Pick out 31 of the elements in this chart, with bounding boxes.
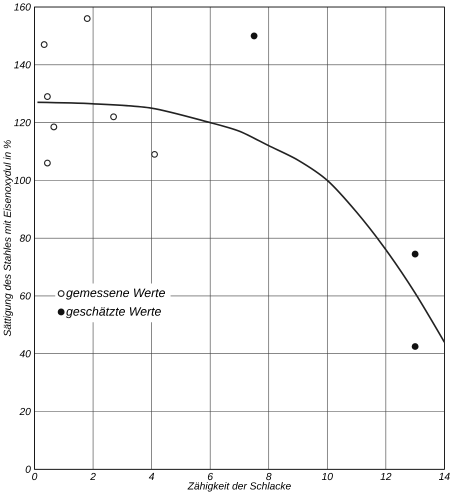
x-axis-title: Zähigkeit der Schlacke (188, 482, 292, 492)
point (40, 41, 48, 48)
x-tick-label: 6 (208, 472, 214, 480)
point (412, 343, 419, 350)
point (50, 123, 58, 130)
y-tick-label: 40 (20, 350, 32, 358)
y-tick-label: 20 (20, 408, 32, 416)
y-tick-label: 60 (20, 292, 32, 300)
legend-label: geschätzte Werte (66, 306, 162, 318)
y-axis-title: Sättigung des Stahles mit Eisenoxydul in % (4, 140, 14, 336)
y-tick-label: 80 (20, 234, 32, 242)
y-tick-label: 160 (14, 3, 32, 11)
y-tick-label: 100 (14, 176, 32, 184)
y-tick-label: 0 (26, 466, 32, 473)
x-tick-label: 2 (90, 472, 96, 480)
x-tick-label: 8 (266, 472, 272, 480)
point (110, 113, 118, 120)
point (44, 93, 52, 100)
legend-label: gemessene Werte (66, 288, 166, 300)
x-tick-label: 0 (32, 472, 38, 480)
y-tick-label: 140 (14, 61, 32, 68)
point (412, 250, 419, 258)
x-tick-label: 14 (439, 472, 450, 480)
x-tick-label: 4 (149, 472, 154, 480)
x-tick-label: 12 (380, 472, 392, 480)
point (44, 160, 52, 166)
point (84, 15, 91, 22)
y-tick-label: 120 (14, 118, 32, 126)
point (151, 150, 158, 158)
x-tick-label: 10 (322, 472, 334, 480)
point (250, 32, 258, 40)
